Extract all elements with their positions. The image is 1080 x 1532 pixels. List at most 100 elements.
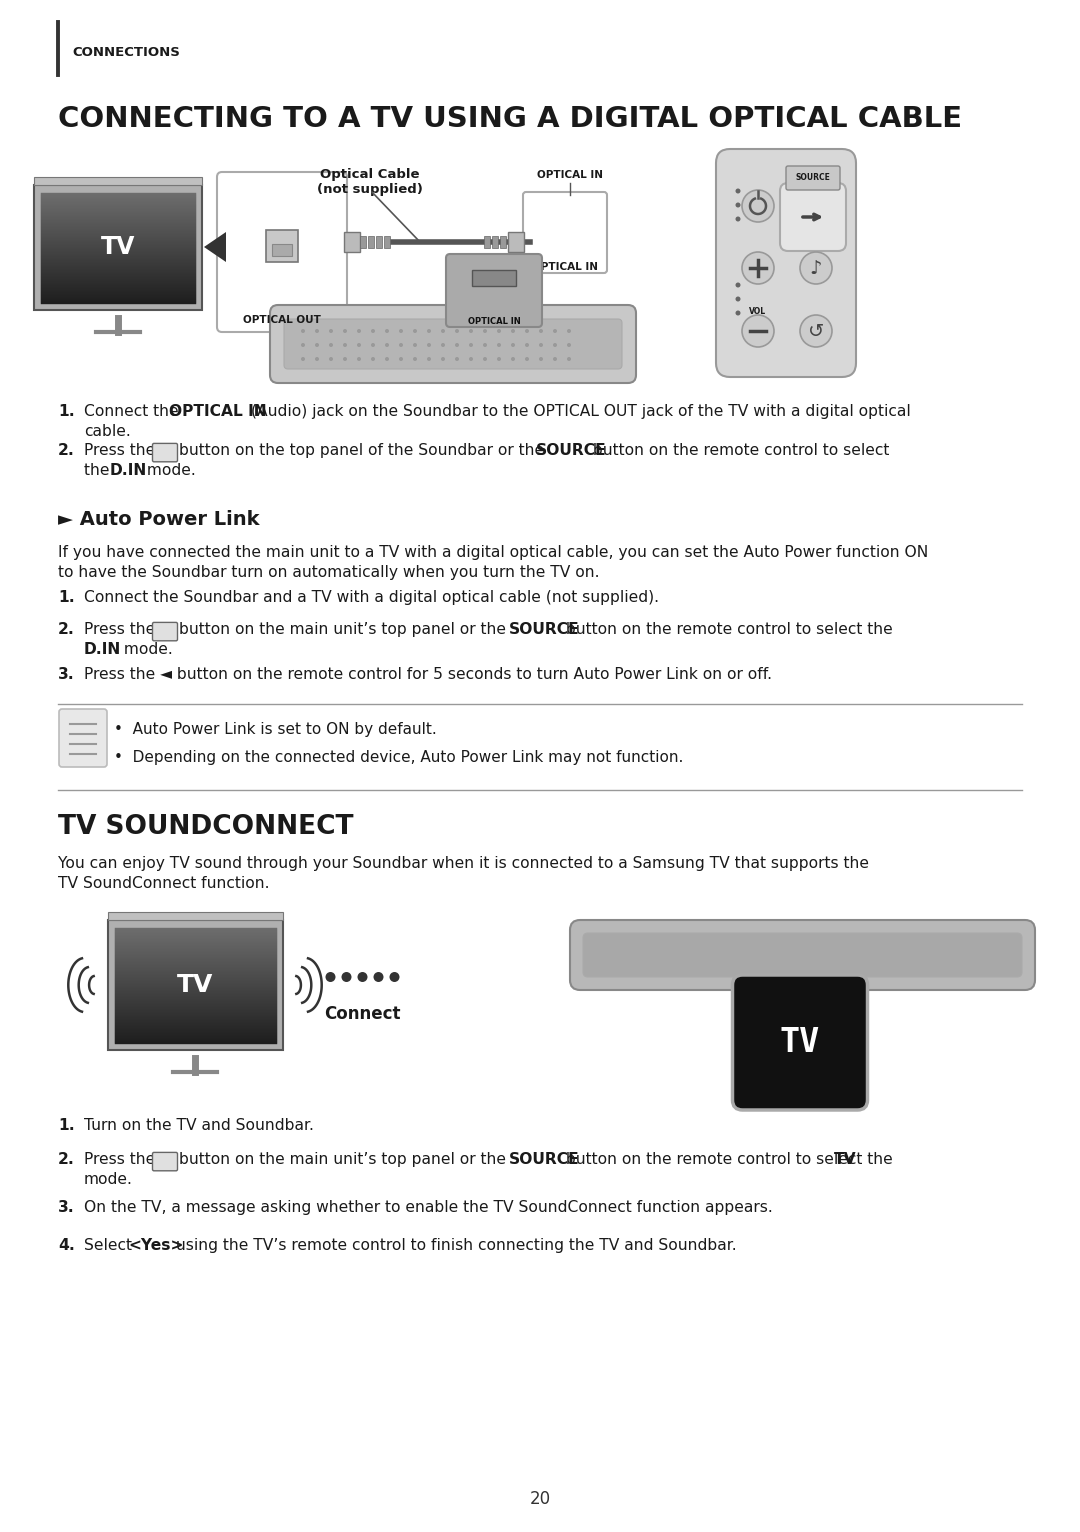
Circle shape: [343, 343, 347, 348]
Circle shape: [497, 343, 501, 348]
Circle shape: [553, 357, 557, 362]
Circle shape: [742, 316, 774, 348]
Text: Press the: Press the: [84, 1152, 156, 1167]
Circle shape: [455, 329, 459, 332]
Text: 2.: 2.: [58, 622, 75, 637]
Circle shape: [372, 343, 375, 348]
Circle shape: [511, 343, 515, 348]
Circle shape: [413, 329, 417, 332]
Circle shape: [301, 343, 305, 348]
Bar: [108, 921, 283, 1049]
Text: 1.: 1.: [58, 1118, 75, 1134]
Circle shape: [357, 343, 361, 348]
Bar: [266, 230, 298, 262]
Circle shape: [800, 316, 832, 348]
Circle shape: [315, 357, 319, 362]
Bar: [384, 236, 390, 248]
FancyBboxPatch shape: [523, 192, 607, 273]
Bar: [472, 270, 516, 286]
Circle shape: [735, 202, 741, 207]
Text: OPTICAL IN: OPTICAL IN: [468, 317, 521, 326]
Text: button on the remote control to select the: button on the remote control to select t…: [561, 622, 893, 637]
Circle shape: [399, 329, 403, 332]
Text: TV: TV: [780, 1026, 820, 1059]
Circle shape: [483, 343, 487, 348]
FancyBboxPatch shape: [786, 165, 840, 190]
Text: •  Auto Power Link is set to ON by default.: • Auto Power Link is set to ON by defaul…: [114, 722, 436, 737]
Circle shape: [441, 343, 445, 348]
Text: the: the: [84, 463, 114, 478]
Text: SOURCE: SOURCE: [509, 1152, 580, 1167]
Circle shape: [301, 357, 305, 362]
Circle shape: [343, 329, 347, 332]
Circle shape: [441, 357, 445, 362]
Circle shape: [427, 343, 431, 348]
Text: ► Auto Power Link: ► Auto Power Link: [58, 510, 259, 529]
Circle shape: [525, 357, 529, 362]
Circle shape: [511, 329, 515, 332]
FancyBboxPatch shape: [152, 622, 177, 640]
Text: <Yes>: <Yes>: [129, 1238, 184, 1253]
Circle shape: [315, 329, 319, 332]
Circle shape: [384, 343, 389, 348]
Text: Press the: Press the: [84, 622, 156, 637]
Text: TV: TV: [100, 234, 135, 259]
Circle shape: [525, 343, 529, 348]
Text: D.IN: D.IN: [110, 463, 147, 478]
Circle shape: [483, 357, 487, 362]
Circle shape: [399, 357, 403, 362]
Circle shape: [735, 297, 741, 302]
Circle shape: [384, 357, 389, 362]
Text: If you have connected the main unit to a TV with a digital optical cable, you ca: If you have connected the main unit to a…: [58, 545, 928, 561]
FancyBboxPatch shape: [217, 172, 347, 332]
Circle shape: [325, 971, 336, 982]
Text: 3.: 3.: [58, 1200, 75, 1215]
Text: TV: TV: [834, 1152, 856, 1167]
Circle shape: [497, 329, 501, 332]
Circle shape: [800, 251, 832, 283]
Text: Connect the Soundbar and a TV with a digital optical cable (not supplied).: Connect the Soundbar and a TV with a dig…: [84, 590, 659, 605]
Circle shape: [357, 357, 361, 362]
Text: SOURCE: SOURCE: [796, 173, 831, 182]
Text: You can enjoy TV sound through your Soundbar when it is connected to a Samsung T: You can enjoy TV sound through your Soun…: [58, 856, 869, 872]
Text: Connect the: Connect the: [84, 404, 184, 418]
Bar: [33, 184, 202, 309]
Circle shape: [441, 329, 445, 332]
Text: OPTICAL OUT: OPTICAL OUT: [243, 316, 321, 325]
Text: ↺: ↺: [808, 322, 824, 340]
Text: OPTICAL IN: OPTICAL IN: [168, 404, 267, 418]
Bar: [376, 236, 382, 248]
Circle shape: [539, 343, 543, 348]
FancyBboxPatch shape: [716, 149, 856, 377]
FancyBboxPatch shape: [780, 182, 846, 251]
Circle shape: [329, 329, 333, 332]
Circle shape: [567, 357, 571, 362]
FancyBboxPatch shape: [446, 254, 542, 326]
Text: to have the Soundbar turn on automatically when you turn the TV on.: to have the Soundbar turn on automatical…: [58, 565, 599, 581]
Circle shape: [427, 329, 431, 332]
Text: Connect: Connect: [324, 1005, 401, 1023]
Text: 20: 20: [529, 1491, 551, 1507]
Text: •  Depending on the connected device, Auto Power Link may not function.: • Depending on the connected device, Aut…: [114, 751, 684, 764]
Text: 4.: 4.: [58, 1238, 75, 1253]
Circle shape: [413, 357, 417, 362]
Text: TV: TV: [177, 973, 213, 997]
Text: button on the remote control to select: button on the remote control to select: [588, 443, 889, 458]
Text: VOL: VOL: [750, 306, 767, 316]
Text: 1.: 1.: [58, 590, 75, 605]
Circle shape: [567, 343, 571, 348]
Text: SOURCE: SOURCE: [536, 443, 607, 458]
Circle shape: [539, 357, 543, 362]
Text: (Audio) jack on the Soundbar to the OPTICAL OUT jack of the TV with a digital op: (Audio) jack on the Soundbar to the OPTI…: [246, 404, 910, 418]
Text: mode.: mode.: [119, 642, 173, 657]
Text: D.IN: D.IN: [84, 642, 121, 657]
Circle shape: [742, 251, 774, 283]
Circle shape: [357, 971, 367, 982]
Text: Optical Cable
(not supplied): Optical Cable (not supplied): [318, 169, 423, 196]
Circle shape: [357, 329, 361, 332]
Text: 1.: 1.: [58, 404, 75, 418]
Text: Press the ◄ button on the remote control for 5 seconds to turn Auto Power Link o: Press the ◄ button on the remote control…: [84, 666, 772, 682]
FancyBboxPatch shape: [284, 319, 622, 369]
Circle shape: [399, 343, 403, 348]
Circle shape: [427, 357, 431, 362]
